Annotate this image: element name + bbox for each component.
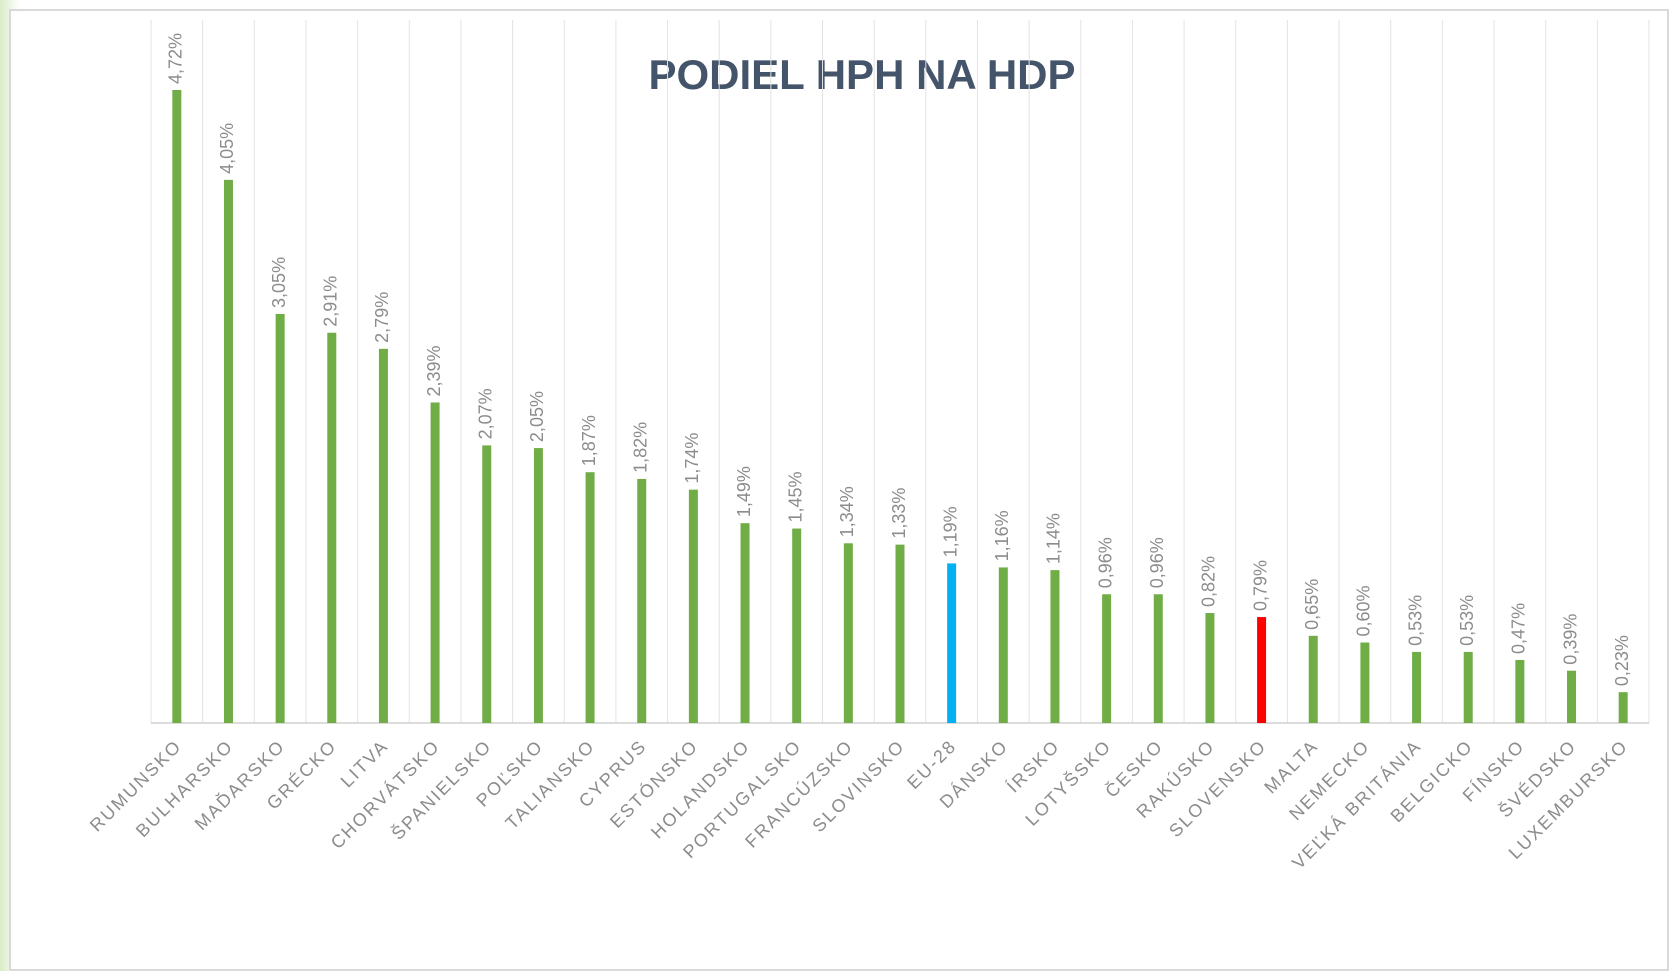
bar (1412, 651, 1422, 723)
value-label: 0,65% (1302, 579, 1322, 630)
bar (223, 179, 233, 723)
value-label: 1,74% (682, 433, 702, 484)
value-label: 1,45% (785, 471, 805, 522)
bar (275, 313, 285, 723)
value-label: 2,05% (527, 391, 547, 442)
value-label: 0,47% (1509, 603, 1529, 654)
value-label: 2,79% (372, 292, 392, 343)
value-label: 2,07% (476, 388, 496, 439)
bar (1618, 692, 1628, 723)
value-label: 0,96% (1147, 537, 1167, 588)
bar (378, 348, 388, 723)
value-label: 1,16% (992, 510, 1012, 561)
bar (533, 448, 543, 723)
value-label: 0,23% (1612, 635, 1632, 686)
bar (1050, 570, 1060, 723)
value-label: 1,14% (1044, 513, 1064, 564)
bar (1257, 617, 1267, 723)
bar (1360, 642, 1370, 723)
bar (1153, 594, 1163, 723)
value-label: 0,96% (1095, 537, 1115, 588)
bar (947, 563, 957, 723)
value-label: 0,53% (1405, 595, 1425, 646)
value-label: 4,72% (166, 33, 186, 84)
bar (792, 528, 802, 723)
value-label: 1,34% (837, 486, 857, 537)
value-label: 0,53% (1457, 595, 1477, 646)
value-label: 1,19% (940, 506, 960, 557)
bar (740, 523, 750, 723)
value-label: 1,49% (734, 466, 754, 517)
value-label: 2,39% (424, 345, 444, 396)
bar (895, 544, 905, 723)
bar (998, 567, 1008, 723)
bar (482, 445, 492, 723)
value-label: 3,05% (269, 257, 289, 308)
value-label: 1,87% (579, 415, 599, 466)
chart-frame (9, 9, 1669, 971)
bar (843, 543, 853, 723)
value-label: 1,82% (630, 422, 650, 473)
bar (430, 402, 440, 723)
value-label: 0,79% (1250, 560, 1270, 611)
value-label: 0,82% (1199, 556, 1219, 607)
value-label: 2,91% (321, 276, 341, 327)
value-label: 4,05% (217, 123, 237, 174)
chart-title: PODIEL HPH NA HDP (648, 51, 1075, 98)
value-label: 1,33% (889, 488, 909, 539)
bar (1205, 613, 1215, 723)
bar (1515, 659, 1525, 723)
bar (172, 90, 182, 723)
bar (688, 489, 698, 723)
bar (1463, 651, 1473, 723)
bar (1567, 670, 1577, 723)
bar (1308, 635, 1318, 723)
bar (327, 332, 337, 723)
value-label: 0,60% (1354, 585, 1374, 636)
bar (637, 478, 647, 723)
value-label: 0,39% (1560, 614, 1580, 665)
bar (1102, 594, 1112, 723)
bar (585, 472, 595, 723)
